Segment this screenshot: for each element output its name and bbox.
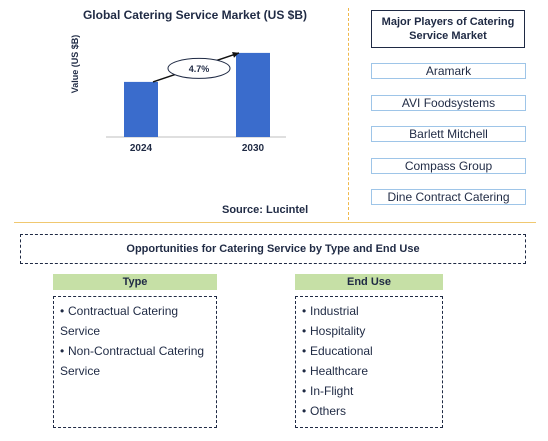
- x-tick-label: 2030: [242, 143, 265, 154]
- enduse-item: In-Flight: [310, 384, 354, 398]
- bullet: •: [302, 384, 307, 398]
- type-list: • Contractual Catering Service • Non-Contr…: [53, 296, 217, 428]
- player-box: AVI Foodsystems: [371, 95, 526, 111]
- enduse-header: End Use: [295, 274, 443, 290]
- chart-title: Global Catering Service Market (US $B): [82, 8, 308, 22]
- type-item: Contractual Catering Service: [60, 304, 179, 338]
- list-item: • In-Flight: [302, 381, 436, 401]
- bullet: •: [302, 404, 307, 418]
- player-box: Dine Contract Catering: [371, 189, 526, 205]
- player-box: Compass Group: [371, 158, 526, 174]
- enduse-item: Industrial: [310, 304, 359, 318]
- list-item: • Hospitality: [302, 321, 436, 341]
- horizontal-divider: [14, 222, 536, 223]
- x-tick-label: 2024: [130, 143, 153, 154]
- bullet: •: [60, 344, 65, 358]
- growth-arrow-head: [232, 52, 239, 58]
- list-item: • Healthcare: [302, 361, 436, 381]
- type-header: Type: [53, 274, 217, 290]
- list-item: • Others: [302, 401, 436, 421]
- bullet: •: [302, 344, 307, 358]
- growth-label: 4.7%: [189, 64, 210, 74]
- opportunities-title: Opportunities for Catering Service by Ty…: [20, 234, 526, 264]
- enduse-list: • Industrial • Hospitality • Educational • H…: [295, 296, 443, 428]
- player-box: Aramark: [371, 63, 526, 79]
- bullet: •: [302, 364, 307, 378]
- type-item: Non-Contractual Catering Service: [60, 344, 205, 378]
- bullet: •: [302, 324, 307, 338]
- list-item: • Industrial: [302, 301, 436, 321]
- growth-label-ellipse: [167, 57, 231, 79]
- enduse-item: Educational: [310, 344, 373, 358]
- bar-2030: [236, 52, 270, 137]
- vertical-divider: [348, 8, 349, 220]
- bullet: •: [60, 304, 65, 318]
- bar-chart: 2024 2030 4.7%: [106, 52, 286, 154]
- enduse-item: Healthcare: [310, 364, 369, 378]
- list-item: • Educational: [302, 341, 436, 361]
- list-item: • Contractual Catering Service: [60, 301, 210, 341]
- enduse-item: Hospitality: [310, 324, 366, 338]
- enduse-item: Others: [310, 404, 347, 418]
- bullet: •: [302, 304, 307, 318]
- source-label: Source: Lucintel: [222, 204, 309, 216]
- list-item: • Non-Contractual Catering Service: [60, 341, 210, 381]
- player-box: Barlett Mitchell: [371, 126, 526, 142]
- players-title: Major Players of Catering Service Market: [371, 10, 525, 48]
- bar-2024: [124, 81, 158, 137]
